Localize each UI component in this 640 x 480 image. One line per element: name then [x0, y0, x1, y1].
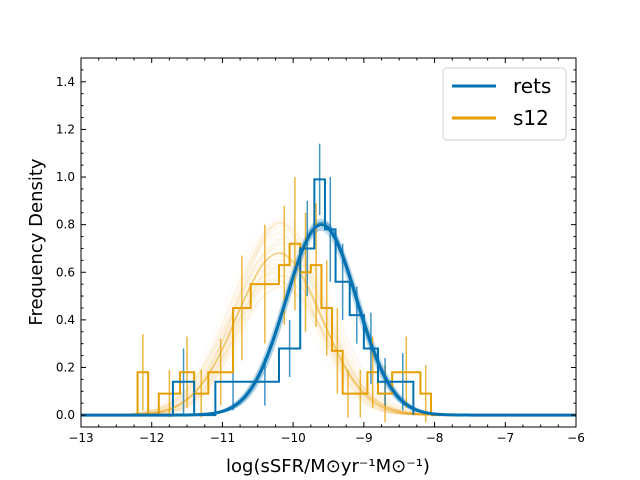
- axes: −13 −12 −11 −10 −9 −8 −7 −6 0.0 0.2 0.4 0.6 0.8 1.0 1.…: [56, 58, 585, 445]
- y-tick-label: 0.0: [56, 408, 75, 422]
- fit-curve-s12: [81, 252, 576, 416]
- x-tick-label: −10: [280, 431, 305, 445]
- x-tick-label: −11: [210, 431, 235, 445]
- x-tick-label: −9: [355, 431, 373, 445]
- y-tick-label: 0.2: [56, 360, 75, 374]
- y-axis-label: Frequency Density: [26, 158, 47, 325]
- legend-label-s12: s12: [513, 106, 549, 130]
- x-tick-label: −7: [496, 431, 514, 445]
- legend-label-rets: rets: [513, 74, 551, 98]
- x-axis-label: log(sSFR/M⊙yr⁻¹M⊙⁻¹): [226, 456, 430, 477]
- posterior-ensemble: [81, 216, 576, 416]
- legend: rets s12: [442, 67, 567, 141]
- y-tick-label: 0.8: [56, 218, 75, 232]
- y-tick-label: 1.0: [56, 170, 75, 184]
- y-tick-label: 1.4: [56, 75, 75, 89]
- gaussian-fits: [81, 223, 576, 417]
- fit-curve-rets: [81, 223, 576, 417]
- y-tick-label: 0.4: [56, 313, 75, 327]
- y-tick-label: 1.2: [56, 122, 75, 136]
- x-tick-label: −6: [567, 431, 585, 445]
- y-tick-label: 0.6: [56, 265, 75, 279]
- x-tick-label: −12: [139, 431, 164, 445]
- x-tick-label: −13: [68, 431, 93, 445]
- histogram-rets: [171, 178, 415, 417]
- x-tick-label: −8: [426, 431, 444, 445]
- ensemble-curve: [81, 231, 576, 416]
- ensemble-curve: [81, 242, 576, 416]
- histograms: [81, 178, 576, 417]
